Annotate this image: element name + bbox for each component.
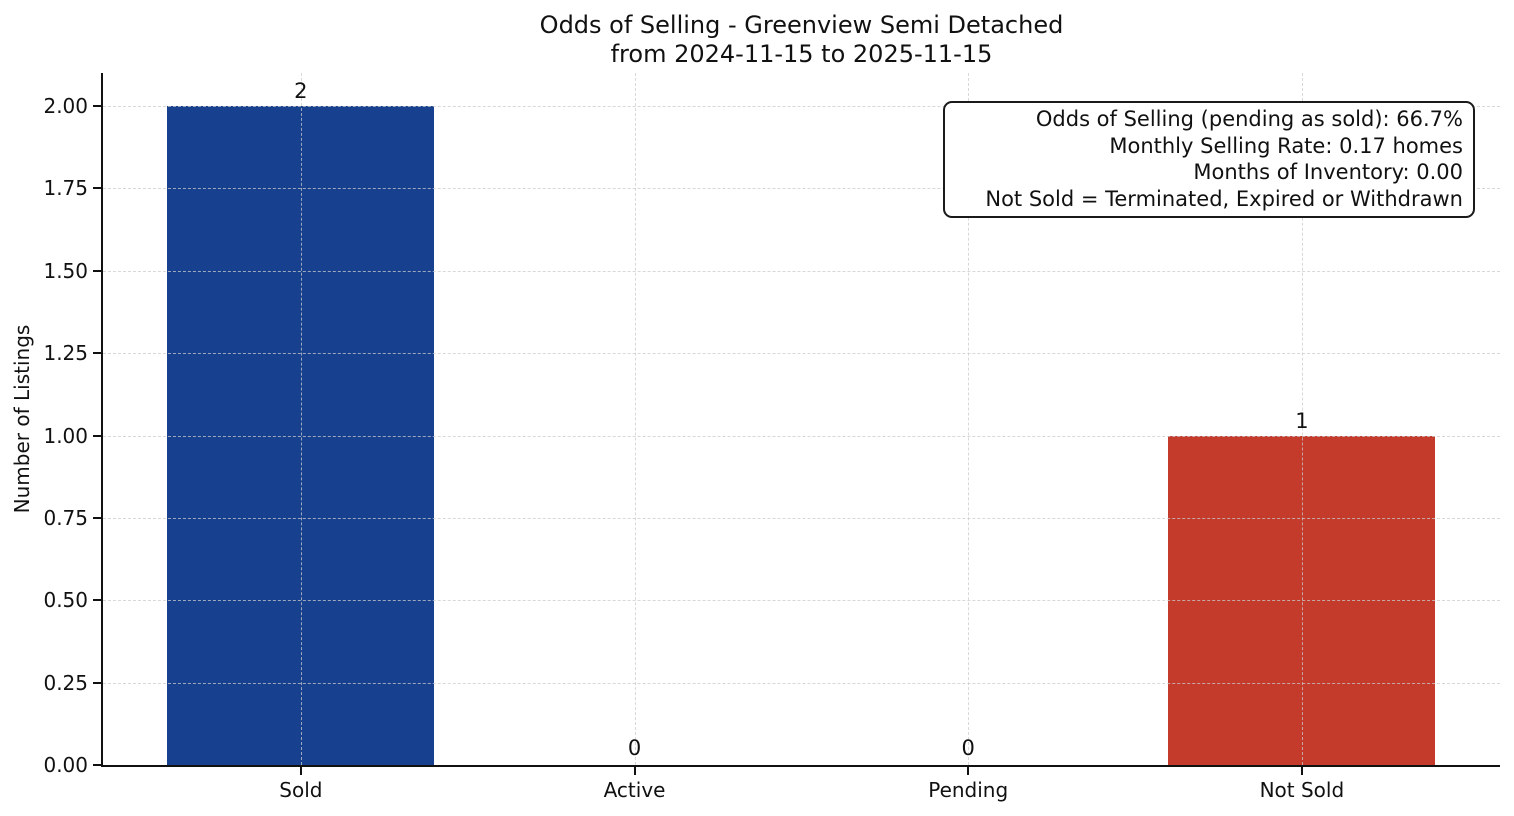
stats-line: Months of Inventory: 0.00: [1193, 160, 1463, 184]
horizontal-gridline: [103, 353, 1500, 355]
y-tick-label: 0.75: [43, 505, 88, 530]
y-tick-mark: [93, 764, 102, 766]
horizontal-gridline: [103, 517, 1500, 519]
y-tick-mark: [93, 352, 102, 355]
chart-title: Odds of Selling - Greenview Semi Detache…: [103, 11, 1500, 69]
y-tick-mark: [93, 187, 102, 190]
y-tick-label: 1.00: [43, 423, 88, 448]
horizontal-gridline: [103, 600, 1500, 602]
stats-line: Not Sold = Terminated, Expired or Withdr…: [985, 186, 1463, 211]
vertical-gridline: [300, 73, 302, 765]
bar-value-label: 0: [627, 736, 642, 760]
bar-value-label: 2: [294, 79, 308, 103]
chart-title-line-1: Odds of Selling - Greenview Semi Detache…: [539, 11, 1064, 39]
horizontal-gridline: [103, 106, 1500, 107]
y-tick-label: 0.00: [43, 753, 88, 777]
y-tick-label: 1.75: [43, 176, 88, 201]
x-tick-label: Active: [603, 778, 666, 802]
chart-title-line-2: from 2024-11-15 to 2025-11-15: [610, 40, 993, 68]
stats-line: Odds of Selling (pending as sold): 66.7%: [1035, 107, 1463, 131]
horizontal-gridline: [103, 435, 1500, 437]
stats-line: Monthly Selling Rate: 0.17 homes: [1109, 133, 1463, 158]
bar-value-label: 1: [1295, 408, 1309, 433]
y-tick-mark: [93, 269, 102, 272]
x-tick-label: Sold: [279, 778, 323, 802]
x-tick-label: Pending: [928, 778, 1009, 802]
vertical-gridline: [634, 73, 636, 765]
y-tick-label: 0.25: [43, 670, 88, 695]
y-tick-label: 2.00: [43, 94, 88, 118]
y-tick-label: 1.25: [43, 341, 88, 366]
horizontal-gridline: [103, 270, 1500, 272]
vertical-gridline: [968, 73, 970, 765]
x-tick-mark: [299, 766, 302, 775]
stats-annotation-box: Odds of Selling (pending as sold): 66.7%…: [943, 101, 1475, 218]
y-tick-mark: [93, 434, 102, 437]
y-tick-mark: [93, 599, 102, 602]
y-tick-mark: [93, 681, 102, 684]
y-tick-label: 1.50: [43, 258, 88, 283]
bottom-axis-spine: [101, 765, 1500, 767]
horizontal-gridline: [103, 682, 1500, 684]
bar-value-label: 0: [961, 736, 975, 760]
left-axis-spine: [101, 73, 103, 767]
y-tick-mark: [93, 516, 102, 519]
x-tick-mark: [967, 766, 970, 775]
x-tick-mark: [633, 766, 636, 775]
x-tick-label: Not Sold: [1259, 778, 1345, 802]
horizontal-gridline: [103, 188, 1500, 190]
y-tick-mark: [93, 105, 102, 107]
y-tick-label: 0.50: [43, 588, 88, 613]
vertical-gridline: [1301, 73, 1303, 765]
x-tick-mark: [1300, 766, 1303, 775]
